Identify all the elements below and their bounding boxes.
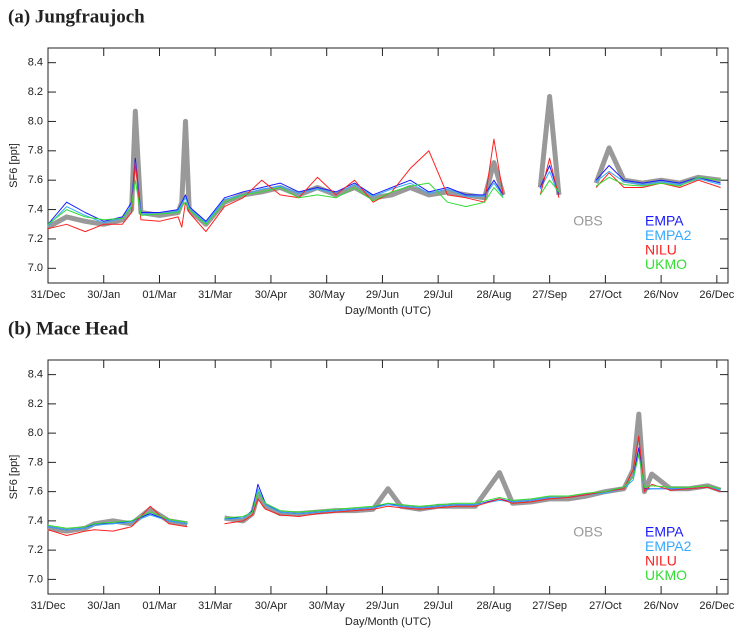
y-tick-label: 7.6 bbox=[28, 486, 43, 498]
x-tick-label: 27/Sep bbox=[532, 289, 567, 301]
legend-label: EMPA bbox=[645, 213, 684, 229]
x-tick-label: 29/Jun bbox=[366, 600, 399, 612]
series-line bbox=[47, 411, 722, 534]
x-tick-label: 31/Dec bbox=[31, 600, 66, 612]
x-tick-label: 29/Jul bbox=[423, 600, 452, 612]
x-tick-label: 30/Jan bbox=[87, 600, 120, 612]
y-tick-label: 8.2 bbox=[28, 398, 43, 410]
series-line bbox=[47, 176, 721, 225]
x-tick-label: 27/Sep bbox=[532, 600, 567, 612]
x-tick-label: 30/Apr bbox=[255, 289, 288, 301]
y-tick-label: 7.4 bbox=[28, 515, 43, 527]
panel-title: (b) Mace Head bbox=[8, 318, 129, 339]
legend-label: NILU bbox=[645, 242, 677, 258]
x-tick-label: 30/May bbox=[309, 289, 346, 301]
legend-label: OBS bbox=[573, 213, 603, 229]
legend-label: EMPA2 bbox=[645, 538, 692, 554]
y-axis-title: SF6 [ppt] bbox=[8, 143, 20, 188]
legend-label: UKMO bbox=[645, 567, 687, 583]
legend-label: OBS bbox=[573, 524, 603, 540]
x-tick-label: 27/Oct bbox=[589, 289, 621, 301]
y-tick-label: 8.2 bbox=[28, 86, 43, 98]
legend-label: EMPA bbox=[645, 524, 684, 540]
x-tick-label: 26/Dec bbox=[699, 600, 734, 612]
x-axis-title: Day/Month (UTC) bbox=[345, 616, 431, 628]
x-tick-label: 27/Oct bbox=[589, 600, 621, 612]
x-tick-label: 28/Aug bbox=[476, 289, 511, 301]
y-tick-label: 7.0 bbox=[28, 262, 43, 274]
legend-label: EMPA2 bbox=[645, 227, 692, 243]
legend-label: UKMO bbox=[645, 256, 687, 272]
x-tick-label: 26/Nov bbox=[644, 600, 679, 612]
x-tick-label: 31/Mar bbox=[198, 289, 233, 301]
y-tick-label: 7.2 bbox=[28, 544, 43, 556]
y-tick-label: 7.8 bbox=[28, 456, 43, 468]
series-line bbox=[47, 454, 721, 529]
x-tick-label: 29/Jul bbox=[423, 289, 452, 301]
y-tick-label: 8.0 bbox=[28, 115, 43, 127]
series-line bbox=[47, 138, 721, 233]
x-tick-label: 01/Mar bbox=[142, 600, 177, 612]
x-tick-label: 31/Dec bbox=[31, 289, 66, 301]
y-tick-label: 7.4 bbox=[28, 203, 43, 215]
panel-title: (a) Jungfraujoch bbox=[8, 6, 145, 27]
y-tick-label: 7.8 bbox=[28, 145, 43, 157]
y-tick-label: 7.6 bbox=[28, 174, 43, 186]
x-tick-label: 29/Jun bbox=[366, 289, 399, 301]
y-axis-title: SF6 [ppt] bbox=[8, 455, 20, 500]
legend-label: NILU bbox=[645, 553, 677, 569]
y-tick-label: 7.2 bbox=[28, 233, 43, 245]
x-tick-label: 28/Aug bbox=[476, 600, 511, 612]
x-tick-label: 26/Dec bbox=[699, 289, 734, 301]
x-tick-label: 30/Apr bbox=[255, 600, 288, 612]
y-tick-label: 8.0 bbox=[28, 427, 43, 439]
x-tick-label: 30/May bbox=[309, 600, 346, 612]
y-tick-label: 8.4 bbox=[28, 57, 43, 69]
x-axis-title: Day/Month (UTC) bbox=[345, 305, 431, 317]
y-tick-label: 8.4 bbox=[28, 369, 43, 381]
plot-frame bbox=[47, 47, 729, 284]
plot-frame bbox=[47, 359, 729, 595]
x-tick-label: 30/Jan bbox=[87, 289, 120, 301]
x-tick-label: 26/Nov bbox=[644, 289, 679, 301]
x-tick-label: 31/Mar bbox=[198, 600, 233, 612]
series-line bbox=[46, 94, 721, 230]
y-tick-label: 7.0 bbox=[28, 573, 43, 585]
x-tick-label: 01/Mar bbox=[142, 289, 177, 301]
series-line bbox=[47, 435, 721, 536]
